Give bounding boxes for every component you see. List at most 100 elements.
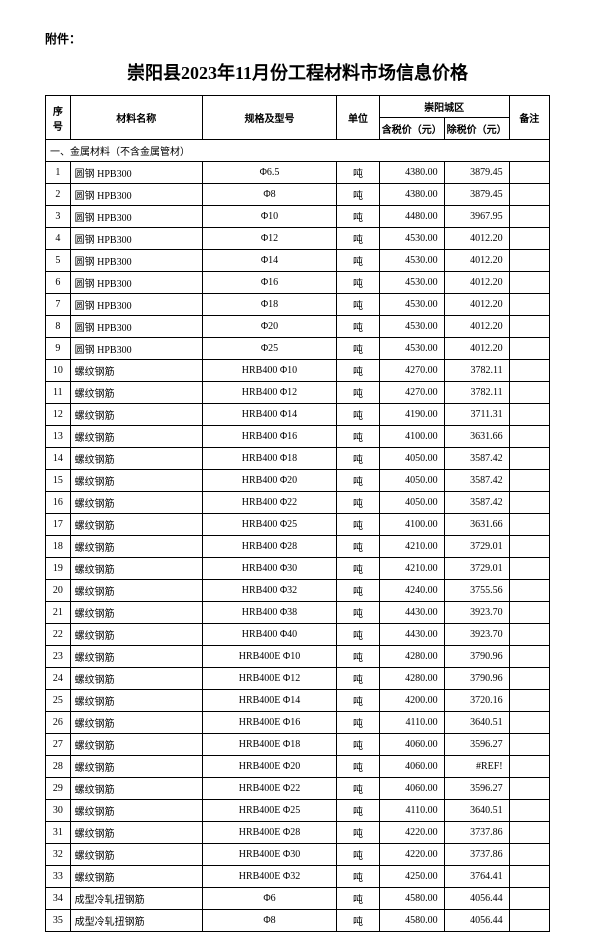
cell-seq: 24	[46, 668, 71, 690]
cell-name: 螺纹钢筋	[70, 690, 202, 712]
cell-unit: 吨	[337, 272, 380, 294]
cell-price-tax: 4530.00	[379, 250, 444, 272]
cell-remark	[509, 426, 549, 448]
cell-spec: Φ12	[202, 228, 336, 250]
section-header-row: 一、金属材料（不含金属管材）	[46, 140, 550, 162]
cell-remark	[509, 316, 549, 338]
cell-spec: HRB400E Φ25	[202, 800, 336, 822]
cell-name: 螺纹钢筋	[70, 448, 202, 470]
cell-seq: 34	[46, 888, 71, 910]
table-row: 14螺纹钢筋HRB400 Φ18吨4050.003587.42	[46, 448, 550, 470]
cell-unit: 吨	[337, 756, 380, 778]
cell-price-tax: 4200.00	[379, 690, 444, 712]
cell-spec: HRB400 Φ18	[202, 448, 336, 470]
cell-price-tax: 4280.00	[379, 668, 444, 690]
cell-spec: HRB400 Φ12	[202, 382, 336, 404]
cell-seq: 35	[46, 910, 71, 932]
cell-remark	[509, 888, 549, 910]
cell-name: 螺纹钢筋	[70, 844, 202, 866]
cell-unit: 吨	[337, 228, 380, 250]
cell-price-notax: 3587.42	[444, 470, 509, 492]
cell-name: 螺纹钢筋	[70, 800, 202, 822]
cell-seq: 22	[46, 624, 71, 646]
attachment-label: 附件：	[45, 30, 550, 47]
cell-price-notax: 4056.44	[444, 910, 509, 932]
cell-name: 螺纹钢筋	[70, 360, 202, 382]
table-row: 16螺纹钢筋HRB400 Φ22吨4050.003587.42	[46, 492, 550, 514]
cell-price-tax: 4530.00	[379, 294, 444, 316]
cell-remark	[509, 294, 549, 316]
table-row: 34成型冷轧扭钢筋Φ6吨4580.004056.44	[46, 888, 550, 910]
cell-price-notax: 3790.96	[444, 668, 509, 690]
cell-seq: 27	[46, 734, 71, 756]
table-row: 31螺纹钢筋HRB400E Φ28吨4220.003737.86	[46, 822, 550, 844]
cell-name: 螺纹钢筋	[70, 382, 202, 404]
cell-price-tax: 4380.00	[379, 184, 444, 206]
cell-price-tax: 4430.00	[379, 624, 444, 646]
cell-spec: Φ20	[202, 316, 336, 338]
cell-spec: HRB400 Φ40	[202, 624, 336, 646]
cell-price-notax: 4012.20	[444, 294, 509, 316]
price-table: 序号 材料名称 规格及型号 单位 崇阳城区 备注 含税价（元） 除税价（元） 一…	[45, 95, 550, 932]
cell-unit: 吨	[337, 844, 380, 866]
cell-name: 螺纹钢筋	[70, 734, 202, 756]
cell-remark	[509, 778, 549, 800]
cell-remark	[509, 492, 549, 514]
cell-unit: 吨	[337, 734, 380, 756]
cell-price-notax: 3711.31	[444, 404, 509, 426]
cell-unit: 吨	[337, 404, 380, 426]
cell-remark	[509, 536, 549, 558]
cell-name: 圆钢 HPB300	[70, 250, 202, 272]
cell-unit: 吨	[337, 646, 380, 668]
cell-name: 圆钢 HPB300	[70, 294, 202, 316]
cell-name: 圆钢 HPB300	[70, 316, 202, 338]
cell-remark	[509, 228, 549, 250]
cell-unit: 吨	[337, 558, 380, 580]
cell-unit: 吨	[337, 470, 380, 492]
cell-name: 圆钢 HPB300	[70, 228, 202, 250]
cell-name: 螺纹钢筋	[70, 514, 202, 536]
cell-seq: 6	[46, 272, 71, 294]
cell-price-notax: 4012.20	[444, 228, 509, 250]
cell-remark	[509, 602, 549, 624]
cell-price-notax: 3587.42	[444, 448, 509, 470]
cell-name: 螺纹钢筋	[70, 624, 202, 646]
table-row: 28螺纹钢筋HRB400E Φ20吨4060.00#REF!	[46, 756, 550, 778]
table-row: 18螺纹钢筋HRB400 Φ28吨4210.003729.01	[46, 536, 550, 558]
table-row: 8圆钢 HPB300Φ20吨4530.004012.20	[46, 316, 550, 338]
table-row: 20螺纹钢筋HRB400 Φ32吨4240.003755.56	[46, 580, 550, 602]
cell-seq: 32	[46, 844, 71, 866]
cell-price-tax: 4210.00	[379, 536, 444, 558]
table-row: 7圆钢 HPB300Φ18吨4530.004012.20	[46, 294, 550, 316]
cell-price-tax: 4530.00	[379, 272, 444, 294]
cell-unit: 吨	[337, 184, 380, 206]
cell-name: 圆钢 HPB300	[70, 162, 202, 184]
cell-unit: 吨	[337, 162, 380, 184]
table-row: 6圆钢 HPB300Φ16吨4530.004012.20	[46, 272, 550, 294]
cell-spec: HRB400E Φ18	[202, 734, 336, 756]
cell-price-tax: 4530.00	[379, 228, 444, 250]
cell-price-notax: 3782.11	[444, 382, 509, 404]
cell-spec: HRB400 Φ10	[202, 360, 336, 382]
table-row: 15螺纹钢筋HRB400 Φ20吨4050.003587.42	[46, 470, 550, 492]
cell-unit: 吨	[337, 602, 380, 624]
cell-spec: HRB400E Φ32	[202, 866, 336, 888]
cell-name: 圆钢 HPB300	[70, 272, 202, 294]
cell-seq: 14	[46, 448, 71, 470]
table-row: 5圆钢 HPB300Φ14吨4530.004012.20	[46, 250, 550, 272]
cell-price-tax: 4530.00	[379, 316, 444, 338]
cell-seq: 17	[46, 514, 71, 536]
cell-seq: 9	[46, 338, 71, 360]
cell-price-notax: 3729.01	[444, 558, 509, 580]
cell-spec: HRB400E Φ30	[202, 844, 336, 866]
cell-price-notax: 3631.66	[444, 514, 509, 536]
cell-remark	[509, 866, 549, 888]
cell-price-tax: 4110.00	[379, 800, 444, 822]
cell-price-tax: 4270.00	[379, 382, 444, 404]
cell-remark	[509, 668, 549, 690]
cell-unit: 吨	[337, 888, 380, 910]
cell-seq: 2	[46, 184, 71, 206]
cell-price-notax: 4012.20	[444, 338, 509, 360]
cell-unit: 吨	[337, 624, 380, 646]
table-row: 27螺纹钢筋HRB400E Φ18吨4060.003596.27	[46, 734, 550, 756]
